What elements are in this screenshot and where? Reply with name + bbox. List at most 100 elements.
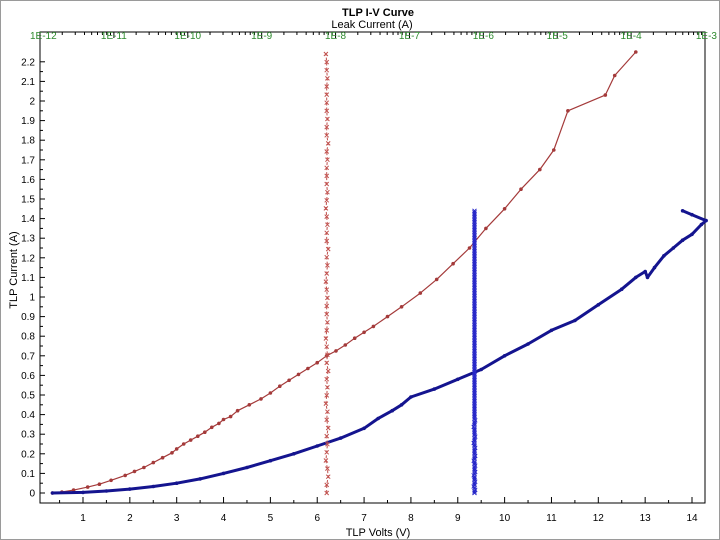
top-tick-label: 1E-11 (101, 31, 127, 42)
top-tick-label: 1E-5 (547, 31, 569, 42)
leakage-data-point (325, 295, 330, 301)
iv-data-point (259, 397, 263, 401)
leakage-data-point (325, 246, 331, 252)
iv-data-point (362, 426, 366, 431)
iv-data-point (376, 416, 380, 421)
leakage-data-point (325, 466, 330, 471)
iv-data-point (85, 485, 90, 489)
iv-data-point (409, 395, 413, 399)
top-tick-label: 1E-9 (251, 31, 273, 42)
iv-data-point (385, 314, 390, 319)
leakage-data-point (324, 214, 330, 219)
iv-series-line-0 (52, 51, 637, 494)
x-tick-label: 13 (640, 513, 652, 524)
iv-data-point (292, 452, 296, 456)
top-tick-label: 1E-7 (399, 31, 421, 42)
y-tick-label: 2.2 (21, 57, 35, 68)
iv-data-point (50, 491, 55, 495)
iv-data-point (151, 484, 156, 489)
x-tick-label: 6 (314, 513, 320, 524)
iv-data-point (456, 377, 460, 382)
x-tick-label: 2 (127, 513, 133, 524)
leakage-data-point (324, 254, 330, 260)
x-tick-label: 7 (361, 513, 367, 524)
iv-data-point (566, 109, 570, 113)
series-layer (50, 50, 708, 496)
iv-data-point (526, 342, 530, 346)
top-tick-label: 1E-12 (30, 31, 57, 42)
top-axis-label: Leak Current (A) (331, 19, 412, 31)
x-axis-label: TLP Volts (V) (346, 527, 411, 539)
leakage-data-point (325, 368, 331, 374)
iv-data-point (634, 275, 638, 280)
y-tick-label: 0.1 (21, 469, 35, 480)
leakage-data-point (324, 100, 330, 106)
leakage-data-point (323, 279, 329, 284)
iv-data-point (188, 438, 193, 442)
y-tick-label: 1 (29, 293, 35, 304)
iv-data-point (645, 275, 650, 280)
iv-data-point (268, 458, 273, 463)
iv-data-point (128, 487, 132, 491)
leakage-data-point (324, 417, 330, 423)
y-tick-label: 0.6 (21, 371, 35, 382)
iv-data-point (484, 226, 488, 231)
iv-data-point (160, 455, 165, 460)
leakage-data-point (324, 311, 330, 317)
iv-data-point (181, 442, 186, 446)
iv-data-point (296, 372, 301, 377)
iv-data-point (306, 366, 310, 371)
iv-data-point (451, 261, 455, 266)
y-tick-label: 1.9 (21, 116, 35, 127)
iv-data-point (174, 481, 179, 486)
iv-data-point (662, 254, 666, 258)
iv-data-point (210, 425, 214, 430)
iv-data-point (221, 471, 226, 476)
iv-data-point (704, 218, 708, 223)
x-tick-label: 5 (268, 513, 274, 524)
leakage-data-point (324, 108, 330, 114)
leakage-data-point (324, 344, 330, 350)
iv-data-point (502, 207, 507, 211)
iv-data-point (549, 328, 554, 333)
leakage-data-point (324, 132, 330, 138)
iv-data-point (174, 447, 179, 451)
iv-data-point (596, 303, 601, 307)
leakage-data-point (325, 76, 330, 81)
leakage-data-point (324, 92, 330, 97)
leakage-data-point (324, 67, 330, 73)
iv-data-point (315, 360, 320, 365)
iv-data-point (690, 232, 694, 237)
y-tick-label: 0.4 (21, 410, 35, 421)
iv-data-point (123, 473, 127, 478)
x-tick-label: 4 (221, 513, 227, 524)
x-tick-label: 12 (593, 513, 605, 524)
iv-data-point (247, 403, 252, 407)
chart-title: TLP I-V Curve (342, 7, 414, 19)
y-tick-label: 1.2 (21, 253, 35, 264)
iv-data-point (352, 336, 357, 341)
iv-data-point (151, 460, 156, 465)
leakage-data-point (324, 197, 330, 203)
iv-data-point (245, 465, 249, 470)
x-tick-label: 11 (546, 513, 557, 524)
iv-data-point (287, 378, 291, 383)
leakage-data-point (324, 360, 330, 366)
leakage-data-point (324, 181, 330, 187)
y-tick-label: 1.3 (21, 234, 35, 245)
iv-data-point (519, 187, 523, 191)
iv-data-point (680, 238, 685, 242)
iv-data-point (71, 488, 76, 492)
leakage-data-point (325, 409, 330, 415)
leakage-data-point (324, 165, 330, 171)
top-tick-label: 1E-6 (473, 31, 495, 42)
y-tick-label: 0.2 (21, 449, 35, 460)
iv-data-point (343, 343, 348, 347)
leakage-data-point (472, 210, 477, 215)
iv-data-point (390, 408, 395, 413)
iv-data-point (680, 209, 685, 213)
leakage-data-point (325, 441, 330, 447)
leakage-data-point (472, 461, 477, 467)
leakage-data-point (323, 206, 329, 211)
iv-data-point (573, 318, 577, 323)
